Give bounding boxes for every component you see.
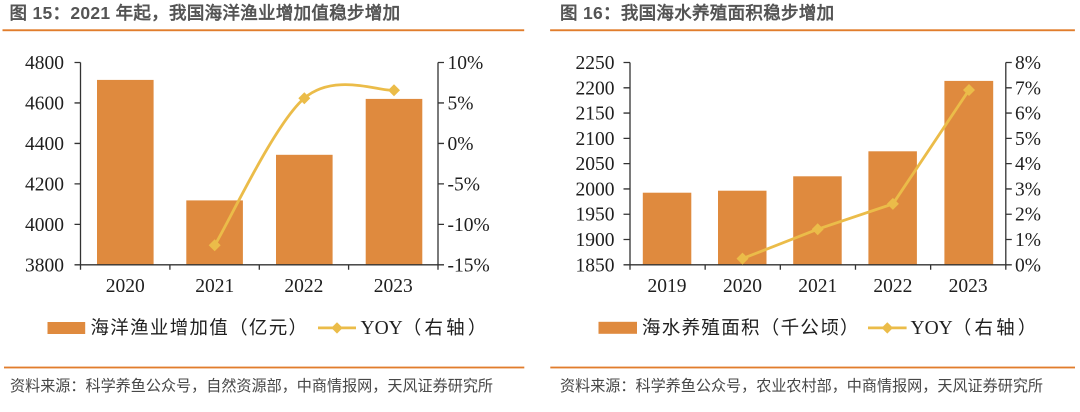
- svg-text:4800: 4800: [25, 53, 64, 74]
- svg-text:2050: 2050: [576, 154, 615, 175]
- svg-text:海洋渔业增加值（亿元）: 海洋渔业增加值（亿元）: [91, 318, 309, 339]
- svg-text:-5%: -5%: [448, 174, 481, 195]
- svg-text:海水养殖面积（千公顷）: 海水养殖面积（千公顷）: [642, 317, 860, 339]
- svg-text:2023: 2023: [374, 276, 413, 297]
- svg-text:2000: 2000: [576, 179, 615, 200]
- svg-text:4200: 4200: [25, 174, 64, 195]
- svg-text:4%: 4%: [1015, 154, 1041, 175]
- svg-text:4000: 4000: [25, 215, 64, 236]
- svg-text:2200: 2200: [576, 78, 615, 99]
- svg-text:2021: 2021: [798, 276, 837, 297]
- svg-text:3%: 3%: [1015, 179, 1041, 200]
- svg-text:3800: 3800: [25, 255, 64, 276]
- svg-text:YOY（右轴）: YOY（右轴）: [361, 318, 490, 339]
- svg-text:2022: 2022: [284, 276, 323, 297]
- svg-text:2023: 2023: [949, 276, 988, 297]
- svg-text:10%: 10%: [448, 53, 484, 74]
- svg-text:资料来源：科学养鱼公众号，农业农村部，中商情报网，天风证券研: 资料来源：科学养鱼公众号，农业农村部，中商情报网，天风证券研究所: [560, 377, 1043, 395]
- svg-text:2019: 2019: [648, 276, 687, 297]
- svg-text:2100: 2100: [576, 129, 615, 150]
- svg-text:2250: 2250: [576, 53, 615, 74]
- svg-text:2022: 2022: [873, 276, 912, 297]
- svg-text:0%: 0%: [1015, 255, 1041, 276]
- svg-text:资料来源：科学养鱼公众号，自然资源部，中商情报网，天风证券研: 资料来源：科学养鱼公众号，自然资源部，中商情报网，天风证券研究所: [10, 377, 493, 395]
- svg-text:图 15：2021 年起，我国海洋渔业增加值稳步增加: 图 15：2021 年起，我国海洋渔业增加值稳步增加: [10, 3, 401, 23]
- svg-text:5%: 5%: [448, 94, 474, 115]
- svg-text:1950: 1950: [576, 205, 615, 226]
- svg-text:1850: 1850: [576, 255, 615, 276]
- svg-text:1900: 1900: [576, 230, 615, 251]
- svg-text:2020: 2020: [723, 276, 762, 297]
- svg-text:2%: 2%: [1015, 205, 1041, 226]
- svg-text:1%: 1%: [1015, 230, 1041, 251]
- svg-text:8%: 8%: [1015, 53, 1041, 74]
- svg-text:7%: 7%: [1015, 78, 1041, 99]
- svg-text:4400: 4400: [25, 134, 64, 155]
- svg-text:-15%: -15%: [448, 255, 490, 276]
- svg-text:2021: 2021: [195, 276, 234, 297]
- svg-text:6%: 6%: [1015, 104, 1041, 125]
- svg-text:图 16：我国海水养殖面积稳步增加: 图 16：我国海水养殖面积稳步增加: [560, 3, 834, 23]
- svg-text:-10%: -10%: [448, 215, 490, 236]
- svg-text:2150: 2150: [576, 104, 615, 125]
- svg-text:0%: 0%: [448, 134, 474, 155]
- svg-text:5%: 5%: [1015, 129, 1041, 150]
- svg-text:YOY（右轴）: YOY（右轴）: [911, 318, 1040, 339]
- svg-text:4600: 4600: [25, 94, 64, 115]
- svg-text:2020: 2020: [106, 276, 145, 297]
